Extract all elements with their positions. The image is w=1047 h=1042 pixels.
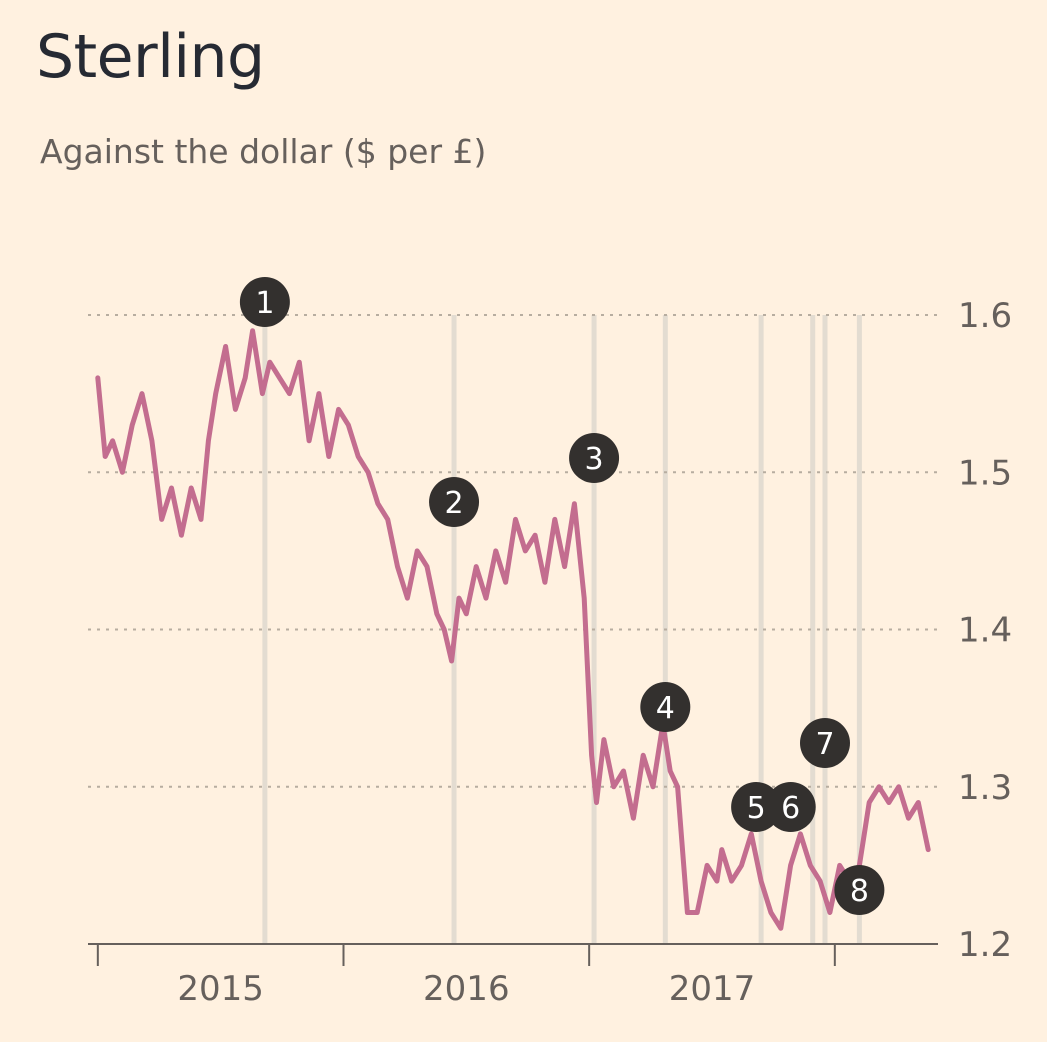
event-marker-label: 8 xyxy=(850,874,869,909)
chart-subtitle: Against the dollar ($ per £) xyxy=(40,132,487,171)
event-marker-8: 8 xyxy=(834,865,885,915)
y-tick-label: 1.6 xyxy=(958,296,1012,336)
event-marker-circle xyxy=(731,782,782,832)
event-marker-1: 1 xyxy=(239,277,290,327)
event-marker-circle xyxy=(834,865,885,915)
x-axis: 2015 2016 2017 xyxy=(88,943,938,1009)
y-tick-label: 1.3 xyxy=(958,768,1012,808)
y-tick-label: 1.4 xyxy=(958,611,1012,651)
y-axis-tick-labels: 1.6 1.5 1.4 1.3 1.2 xyxy=(958,296,1012,965)
horizontal-gridlines xyxy=(88,314,938,788)
event-marker-circle xyxy=(429,477,480,527)
series-layer xyxy=(95,328,931,931)
x-tick-label: 2017 xyxy=(669,969,756,1009)
event-marker-label: 4 xyxy=(656,691,675,726)
event-marker-circle xyxy=(799,718,850,768)
event-marker-label: 1 xyxy=(255,286,274,321)
event-lines xyxy=(262,315,862,944)
y-tick-label: 1.2 xyxy=(958,925,1012,965)
event-marker-circle xyxy=(640,682,691,732)
event-marker-label: 2 xyxy=(444,486,463,521)
event-markers: 1 2 3 4 5 67 8 xyxy=(239,277,885,915)
y-tick-label: 1.5 xyxy=(958,453,1012,493)
event-marker-4: 4 xyxy=(640,682,691,732)
event-marker-2: 2 xyxy=(429,477,480,527)
event-marker-label: 7 xyxy=(815,727,834,762)
event-marker-label: 5 xyxy=(747,791,766,826)
series-line xyxy=(95,328,931,931)
x-tick-label: 2016 xyxy=(423,969,510,1009)
event-marker-5: 5 xyxy=(731,782,782,832)
event-marker-circle xyxy=(765,782,816,832)
event-marker-7: 7 xyxy=(799,718,850,768)
event-marker-circle xyxy=(239,277,290,327)
event-marker-label: 3 xyxy=(585,442,604,477)
x-tick-label: 2015 xyxy=(177,969,264,1009)
event-marker-circle xyxy=(569,433,620,483)
event-marker-6: 6 xyxy=(765,782,816,832)
event-marker-3: 3 xyxy=(569,433,620,483)
chart-title: Sterling xyxy=(36,22,265,92)
event-marker-label: 6 xyxy=(781,791,800,826)
